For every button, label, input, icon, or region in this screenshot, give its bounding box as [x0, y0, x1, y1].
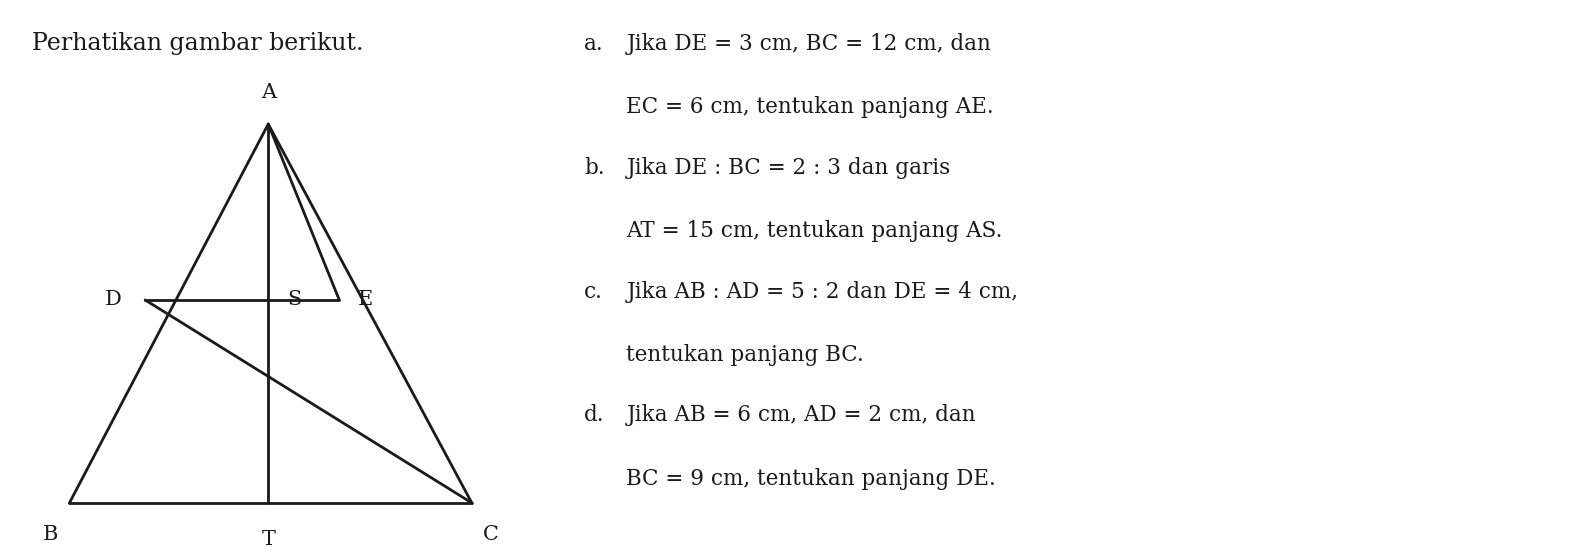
- Text: tentukan panjang BC.: tentukan panjang BC.: [626, 344, 865, 366]
- Text: A: A: [260, 82, 276, 102]
- Text: D: D: [104, 290, 122, 310]
- Text: AT = 15 cm, tentukan panjang AS.: AT = 15 cm, tentukan panjang AS.: [626, 220, 1004, 242]
- Text: EC = 6 cm, tentukan panjang AE.: EC = 6 cm, tentukan panjang AE.: [626, 96, 994, 118]
- Text: Jika AB = 6 cm, AD = 2 cm, dan: Jika AB = 6 cm, AD = 2 cm, dan: [626, 404, 977, 426]
- Text: BC = 9 cm, tentukan panjang DE.: BC = 9 cm, tentukan panjang DE.: [626, 468, 996, 490]
- Text: B: B: [43, 525, 58, 544]
- Text: Jika DE = 3 cm, BC = 12 cm, dan: Jika DE = 3 cm, BC = 12 cm, dan: [626, 33, 991, 55]
- Text: d.: d.: [584, 404, 604, 426]
- Text: Jika DE : BC = 2 : 3 dan garis: Jika DE : BC = 2 : 3 dan garis: [626, 157, 950, 179]
- Text: C: C: [483, 525, 499, 544]
- Text: Perhatikan gambar berikut.: Perhatikan gambar berikut.: [32, 32, 363, 55]
- Text: E: E: [358, 290, 374, 310]
- Text: Jika AB : AD = 5 : 2 dan DE = 4 cm,: Jika AB : AD = 5 : 2 dan DE = 4 cm,: [626, 280, 1018, 302]
- Text: T: T: [262, 530, 275, 549]
- Text: b.: b.: [584, 157, 604, 179]
- Text: c.: c.: [584, 280, 603, 302]
- Text: S: S: [287, 290, 301, 310]
- Text: a.: a.: [584, 33, 604, 55]
